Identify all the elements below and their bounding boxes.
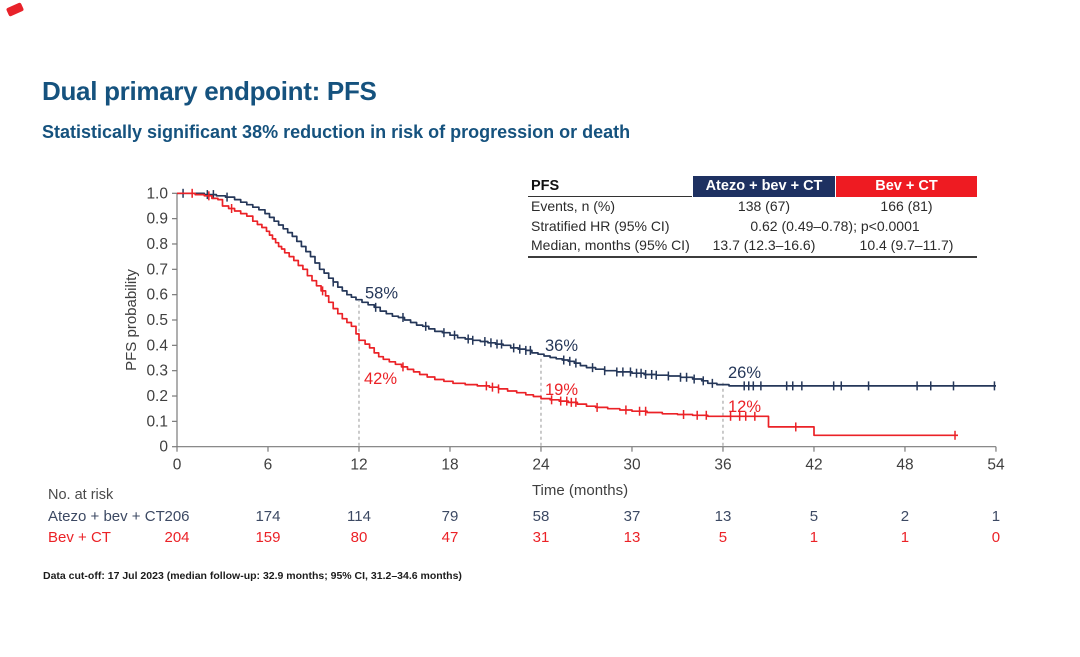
at-risk-count: 5 <box>809 508 819 525</box>
at-risk-count: 13 <box>714 508 732 525</box>
y-axis-title: PFS probability <box>123 269 140 371</box>
km-curve <box>177 192 996 387</box>
stats-header-pfs: PFS <box>528 176 692 197</box>
at-risk-row-atezo: Atezo + bev + CT 206 174 114 79 58 37 13 5 2 1 <box>0 508 1080 525</box>
at-risk-title: No. at risk <box>48 487 114 503</box>
at-risk-count: 1 <box>809 529 819 546</box>
stats-header-atezo-bev-ct: Atezo + bev + CT <box>693 176 835 197</box>
stats-row-events-col1: 138 (67) <box>737 198 791 214</box>
y-tick-label: 0.5 <box>146 312 168 329</box>
x-tick-label: 36 <box>714 457 731 474</box>
x-tick-label: 18 <box>441 457 458 474</box>
at-risk-count: 13 <box>623 529 641 546</box>
stats-row-hr-label: Stratified HR (95% CI) <box>531 217 670 234</box>
at-risk-count: 114 <box>347 508 371 525</box>
landmark-rate-label: 19% <box>545 381 578 399</box>
x-tick-label: 48 <box>896 457 913 474</box>
x-tick-label: 0 <box>173 457 182 474</box>
stats-header-bev-ct: Bev + CT <box>836 176 977 197</box>
y-tick-label: 0 <box>159 439 168 456</box>
y-tick-label: 0.9 <box>146 211 168 228</box>
y-tick-label: 0.7 <box>146 261 168 278</box>
landmark-rate-label: 58% <box>365 284 398 302</box>
x-axis-title: Time (months) <box>531 482 629 499</box>
x-tick-label: 30 <box>623 457 641 474</box>
at-risk-count: 58 <box>532 508 550 525</box>
x-tick-label: 42 <box>805 457 822 474</box>
at-risk-count: 79 <box>441 508 459 525</box>
at-risk-count: 1 <box>991 508 1001 525</box>
data-cutoff-note: Data cut-off: 17 Jul 2023 (median follow… <box>43 570 462 582</box>
stats-row-events-label: Events, n (%) <box>531 198 616 214</box>
page-title: Dual primary endpoint: PFS <box>42 76 377 106</box>
stats-row-median-label: Median, months (95% CI) <box>531 237 690 253</box>
stats-row-median-col1: 13.7 (12.3–16.6) <box>712 237 816 253</box>
landmark-rate-label: 36% <box>545 337 578 355</box>
at-risk-count: 31 <box>532 529 550 546</box>
at-risk-count: 204 <box>164 529 190 546</box>
landmark-rate-label: 26% <box>728 364 761 382</box>
stats-row-hr-value: 0.62 (0.49–0.78); p<0.0001 <box>750 217 920 234</box>
stats-row-events-col2: 166 (81) <box>880 198 933 214</box>
at-risk-count: 174 <box>255 508 281 525</box>
at-risk-label-atezo: Atezo + bev + CT <box>48 508 165 525</box>
x-tick-label: 54 <box>987 457 1005 474</box>
at-risk-count: 1 <box>900 529 910 546</box>
at-risk-count: 206 <box>164 508 190 525</box>
at-risk-row-bev: Bev + CT 204 159 80 47 31 13 5 1 1 0 <box>0 529 1080 546</box>
x-tick-label: 6 <box>264 457 273 474</box>
y-tick-label: 0.6 <box>146 287 168 304</box>
y-tick-label: 1.0 <box>146 185 168 202</box>
at-risk-count: 80 <box>350 529 368 546</box>
at-risk-count: 5 <box>718 529 728 546</box>
at-risk-count: 0 <box>991 529 1001 546</box>
at-risk-count: 159 <box>255 529 281 546</box>
y-tick-label: 0.2 <box>146 388 168 405</box>
at-risk-count: 47 <box>441 529 459 546</box>
at-risk-count: 37 <box>623 508 641 525</box>
at-risk-count: 2 <box>900 508 910 525</box>
y-tick-label: 0.4 <box>146 337 168 354</box>
km-curve <box>177 192 958 437</box>
stats-row-median-col2: 10.4 (9.7–11.7) <box>859 237 954 253</box>
stats-table: PFS Atezo + bev + CT Bev + CT Events, n … <box>528 176 977 258</box>
y-tick-label: 0.3 <box>146 363 168 380</box>
landmark-rate-label: 12% <box>728 398 761 416</box>
y-tick-label: 0.1 <box>146 413 168 430</box>
at-risk-label-bev: Bev + CT <box>48 529 111 546</box>
x-tick-label: 24 <box>532 457 550 474</box>
landmark-rate-label: 42% <box>364 370 397 388</box>
y-tick-label: 0.8 <box>146 236 168 253</box>
x-tick-label: 12 <box>350 457 367 474</box>
page-subtitle: Statistically significant 38% reduction … <box>42 122 631 142</box>
